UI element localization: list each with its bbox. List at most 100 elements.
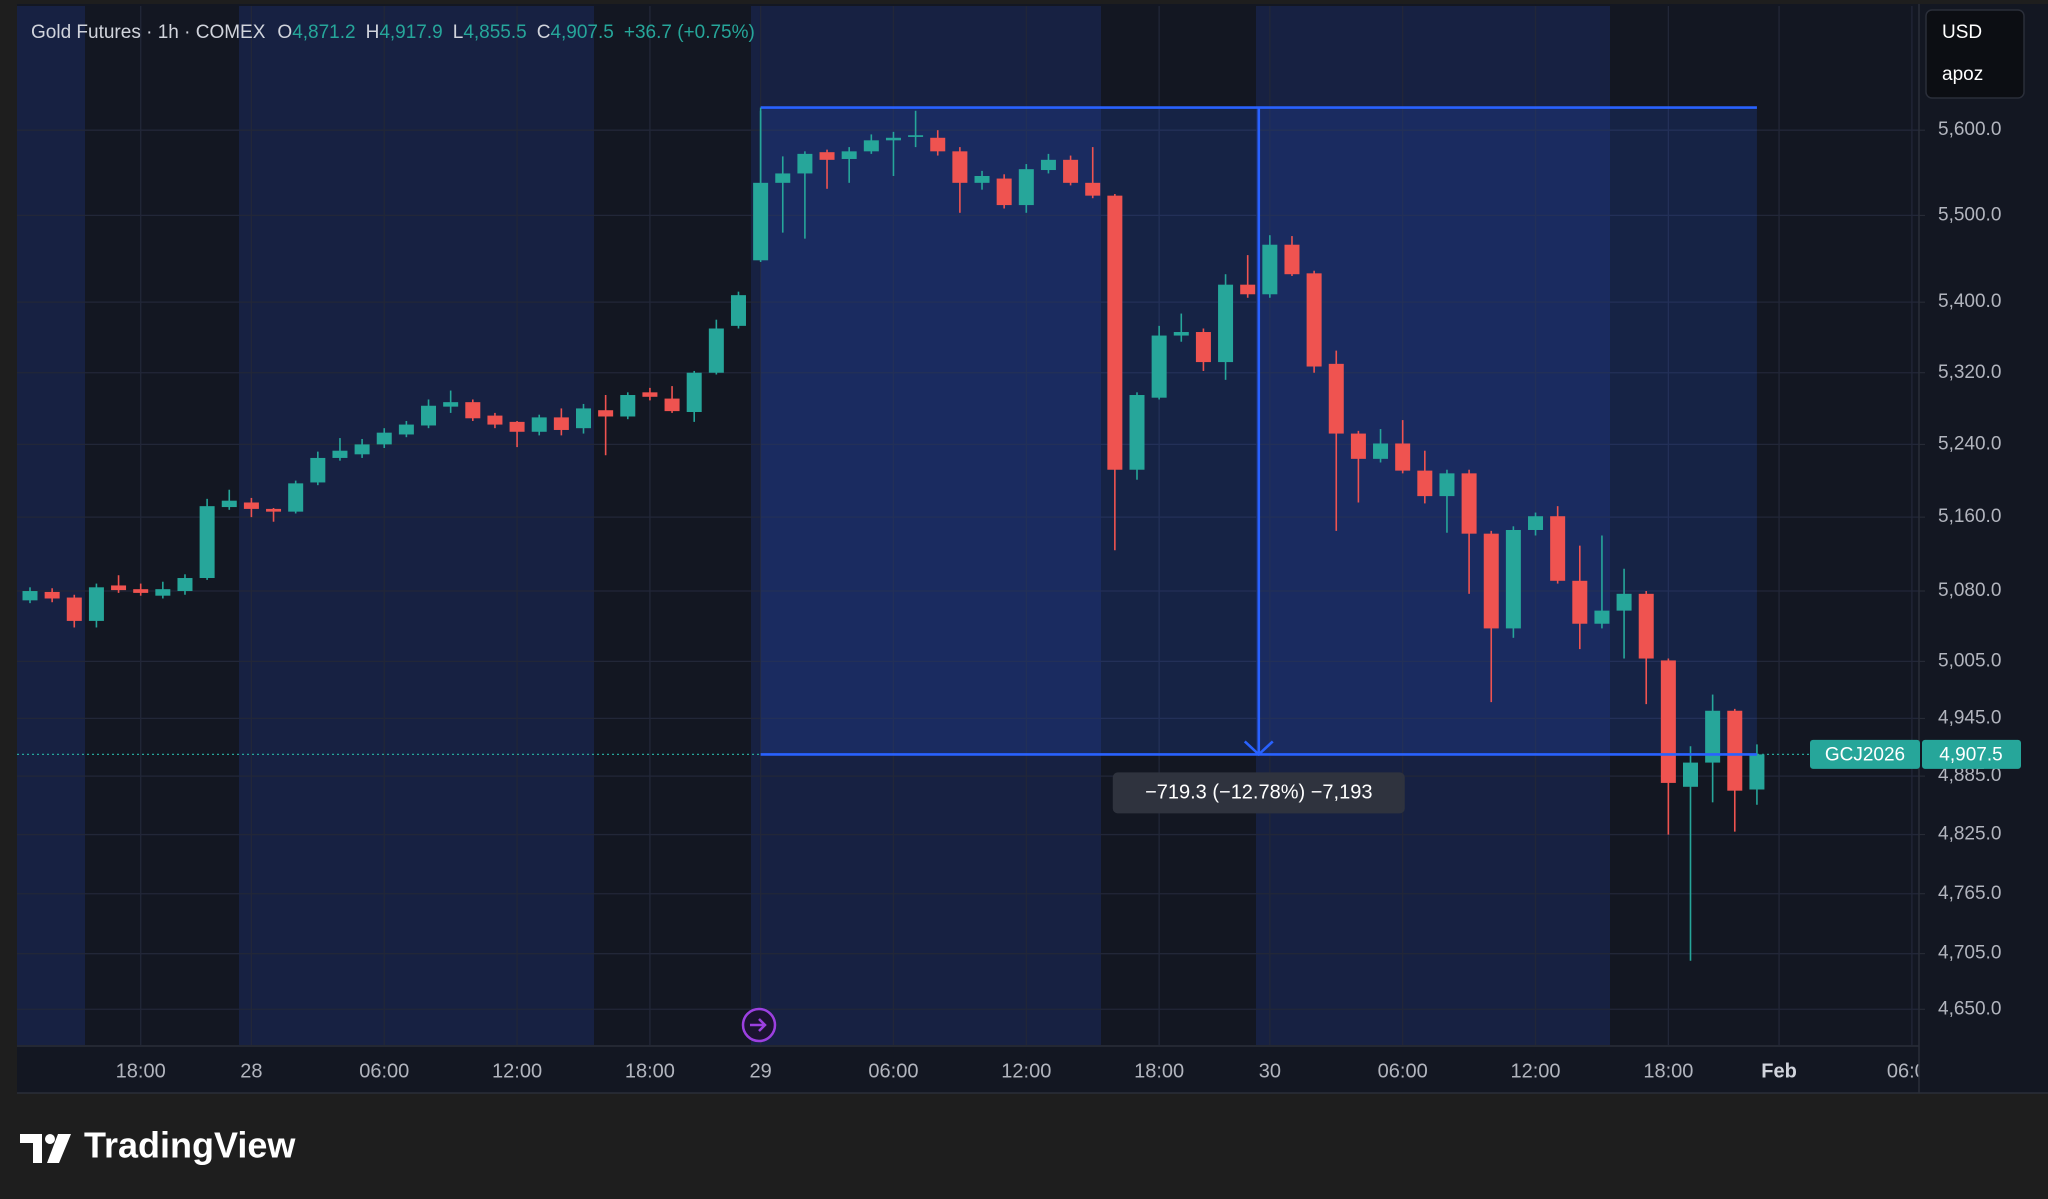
candle-body: [1638, 593, 1654, 659]
candle-body: [1240, 284, 1256, 295]
user-label[interactable]: apoz: [1942, 64, 1983, 85]
ohlc-value: 4,917.9: [379, 22, 442, 43]
ohlc-key: C: [537, 22, 551, 43]
x-tick-label: 12:00: [1510, 1060, 1560, 1082]
candle-body: [88, 587, 104, 621]
measure-arrowhead: [1243, 740, 1274, 757]
candle-body: [1594, 610, 1610, 624]
y-tick-label: 5,240.0: [1938, 433, 2001, 454]
ohlc-key: O: [277, 22, 292, 43]
candle-body: [1284, 244, 1300, 275]
x-tick-label: Feb: [1761, 1060, 1797, 1082]
candle-body: [487, 415, 503, 425]
y-tick-label: 4,945.0: [1938, 707, 2001, 728]
candle-body: [22, 591, 38, 601]
x-tick-label: 12:00: [492, 1060, 542, 1082]
candle-body: [1483, 533, 1499, 629]
x-tick-label: 06:00: [868, 1060, 918, 1082]
currency-panel[interactable]: [1925, 9, 2025, 99]
y-tick-label: 4,825.0: [1938, 824, 2001, 845]
y-tick-label: 5,160.0: [1938, 506, 2001, 527]
candle-body: [1727, 710, 1743, 791]
candle-body: [841, 151, 857, 159]
session-break-arrow: [750, 1018, 767, 1032]
ohlc-value: 4,907.5: [550, 22, 613, 43]
candle-body: [155, 589, 171, 596]
candle-body: [1129, 395, 1145, 470]
candle-body: [1528, 516, 1544, 530]
brand-name[interactable]: TradingView: [84, 1125, 296, 1166]
candle-body: [553, 417, 569, 430]
candle-body: [908, 135, 924, 137]
candle-body: [310, 457, 326, 483]
candle-body: [974, 175, 990, 183]
candle-body: [1262, 244, 1278, 295]
candle-body: [576, 408, 591, 429]
candle-body: [642, 392, 658, 397]
candle-body: [1107, 195, 1123, 470]
candle-body: [885, 137, 901, 141]
candle-body: [44, 591, 60, 599]
candle-body: [1350, 433, 1366, 459]
logo-slash: [47, 1134, 71, 1163]
x-axis-labels: 18:00 28 06:00 12:00 18:00 29 06:00 12:00 18:00 3…: [116, 1060, 1937, 1082]
candle-body: [1616, 593, 1632, 611]
candle-body: [797, 153, 813, 174]
candle-body: [1505, 529, 1521, 629]
y-tick-label: 5,400.0: [1938, 291, 2001, 312]
x-tick-label: 06:00: [1378, 1060, 1428, 1082]
candle-body: [1018, 169, 1034, 206]
candle-body: [221, 500, 237, 508]
brand[interactable]: TradingView: [20, 1125, 296, 1166]
candle-body: [819, 152, 835, 160]
session-band: [239, 6, 594, 1045]
price-axis: [1919, 4, 2048, 1093]
symbol-tag: [1810, 739, 1920, 769]
candle-body: [1328, 363, 1344, 434]
session-icon: [741, 1007, 777, 1043]
candle-body: [288, 483, 304, 512]
candle-body: [1572, 580, 1588, 624]
candle-body: [1683, 762, 1698, 787]
candle-body: [66, 597, 82, 621]
x-tick-label: 28: [240, 1060, 262, 1082]
change: +36.7 (+0.75%): [624, 22, 755, 43]
currency[interactable]: USD: [1942, 22, 1982, 43]
candle-body: [753, 182, 769, 261]
candle-body: [443, 402, 459, 407]
x-tick-label: 06:00: [1887, 1060, 1937, 1082]
candle-body: [952, 151, 968, 183]
y-tick-label: 5,600.0: [1938, 119, 2001, 140]
time-axis: [17, 1045, 1919, 1093]
candle-body: [1218, 284, 1234, 363]
y-tick-label: 5,080.0: [1938, 580, 2001, 601]
candle-body: [177, 578, 193, 592]
candles: [22, 110, 1765, 961]
candle-body: [1749, 754, 1765, 790]
candle-body: [421, 405, 437, 426]
candle-body: [1461, 473, 1477, 534]
candle-body: [509, 421, 525, 432]
ohlc-value: 4,871.2: [292, 22, 355, 43]
y-tick-label: 4,765.0: [1938, 883, 2001, 904]
x-tick-label: 18:00: [625, 1060, 675, 1082]
candle-body: [863, 140, 879, 152]
candle-body: [1085, 182, 1101, 196]
candle-body: [1373, 443, 1389, 459]
legend: Gold Futures · 1h · COMEX O4,871.2 H4,917.…: [31, 22, 755, 43]
candle-body: [1195, 332, 1211, 363]
candle-body: [664, 398, 680, 412]
candle-body: [1151, 335, 1167, 398]
candle-body: [332, 450, 348, 458]
y-tick-label: 4,650.0: [1938, 998, 2001, 1019]
candle-body: [1660, 660, 1676, 783]
price-tag: [1922, 739, 2021, 769]
measure-label: −719.3 (−12.78%) −7,193: [1145, 782, 1372, 804]
currency-box[interactable]: USD apoz: [1925, 9, 2025, 99]
session-band: [751, 6, 1101, 1045]
price-tag-label: 4,907.5: [1939, 744, 2002, 765]
ohlc-value: 4,855.5: [463, 22, 526, 43]
candle-body: [775, 173, 791, 183]
candle-body: [354, 444, 370, 455]
